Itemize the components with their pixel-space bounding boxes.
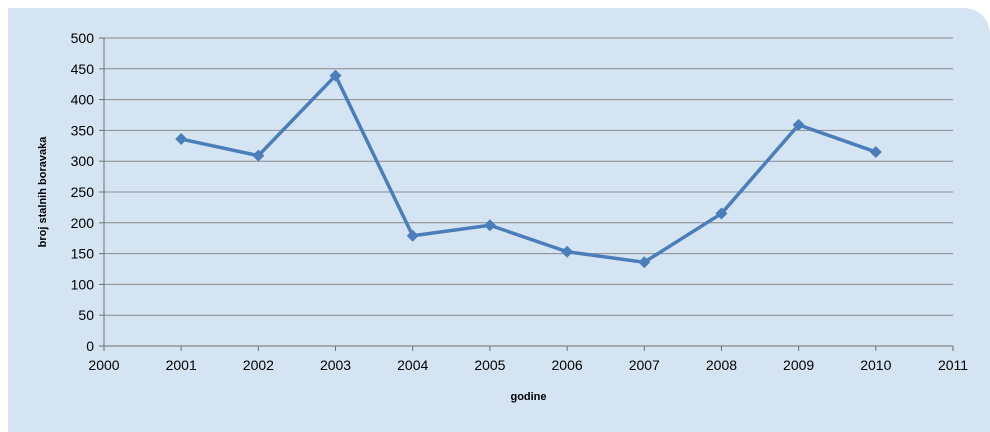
data-point-2006 — [561, 245, 574, 258]
x-tick-label-2002: 2002 — [243, 357, 274, 373]
x-tick-label-2004: 2004 — [397, 357, 428, 373]
y-tick-label-150: 150 — [71, 246, 95, 262]
x-tick-label-2010: 2010 — [860, 357, 891, 373]
y-tick-label-250: 250 — [71, 184, 95, 200]
x-tick-label-2003: 2003 — [320, 357, 351, 373]
data-point-2003 — [329, 69, 342, 82]
y-tick-label-0: 0 — [86, 338, 94, 354]
y-tick-label-400: 400 — [71, 92, 95, 108]
data-point-2002 — [252, 149, 265, 162]
data-point-2010 — [869, 145, 882, 158]
x-tick-label-2006: 2006 — [552, 357, 583, 373]
y-tick-label-350: 350 — [71, 122, 95, 138]
data-point-2007 — [638, 256, 651, 269]
x-tick-label-2001: 2001 — [166, 357, 197, 373]
y-tick-label-50: 50 — [78, 307, 94, 323]
gridlines — [104, 37, 953, 316]
y-tick-labels: 0 50 100 150 200 250 300 350 400 450 500 — [71, 30, 104, 354]
data-point-2008 — [715, 207, 728, 220]
data-series — [175, 69, 882, 269]
x-tick-label-2008: 2008 — [706, 357, 737, 373]
x-tick-label-2005: 2005 — [474, 357, 505, 373]
data-point-2009 — [792, 118, 805, 131]
x-tick-label-2011: 2011 — [938, 357, 968, 373]
x-tick-label-2009: 2009 — [783, 357, 814, 373]
y-axis-title: broj stalnih boravaka — [37, 136, 49, 248]
y-tick-label-200: 200 — [71, 215, 95, 231]
data-point-2004 — [406, 229, 419, 242]
x-tick-label-2007: 2007 — [629, 357, 660, 373]
series-line — [180, 73, 877, 264]
x-tick-labels: 2000 2001 2002 2003 2004 2005 2006 2007 2008 2009… — [88, 346, 968, 373]
y-tick-label-500: 500 — [71, 30, 95, 46]
x-axis-title: godine — [510, 391, 546, 403]
y-tick-label-450: 450 — [71, 61, 95, 77]
chart-panel: 0 50 100 150 200 250 300 350 400 450 500 2000 2001 2… — [8, 8, 990, 432]
x-tick-label-2000: 2000 — [88, 357, 119, 373]
data-point-2001 — [175, 133, 188, 146]
y-tick-label-300: 300 — [71, 153, 95, 169]
y-tick-label-100: 100 — [71, 276, 95, 292]
data-point-2005 — [483, 219, 496, 232]
